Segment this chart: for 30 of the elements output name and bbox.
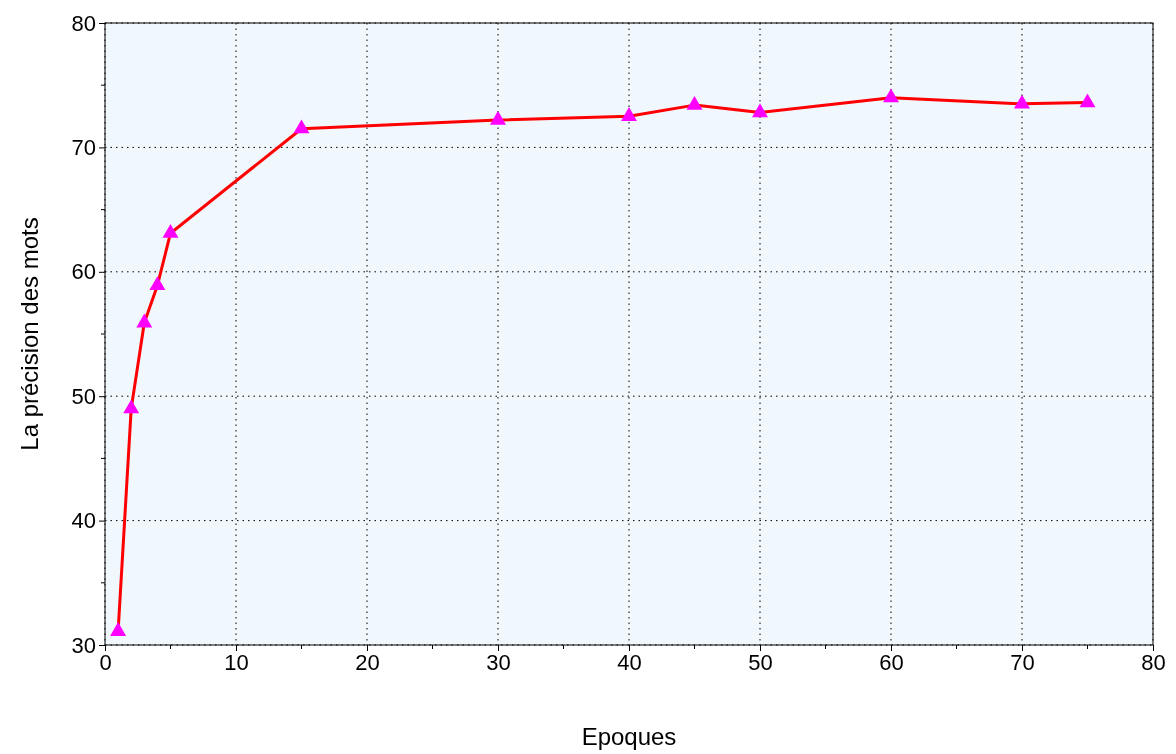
x-tick-label: 30	[486, 649, 511, 675]
point	[1079, 93, 1096, 108]
y-axis-title: La précision des mots	[16, 217, 43, 451]
x-tick-label: 80	[1141, 649, 1166, 675]
point	[752, 103, 768, 118]
point	[149, 276, 166, 291]
y-tick-label: 60	[71, 259, 96, 285]
point	[293, 119, 310, 134]
point	[110, 622, 127, 636]
point	[162, 224, 179, 238]
y-tick-label: 80	[71, 10, 96, 36]
x-tick-label: 40	[617, 649, 642, 675]
point	[621, 107, 637, 121]
x-axis-title: Epoques	[581, 723, 677, 750]
y-tick-label: 50	[71, 383, 96, 409]
point	[1014, 94, 1030, 109]
point	[123, 399, 140, 414]
x-tick-label: 0	[99, 649, 112, 675]
point	[686, 95, 703, 110]
x-tick-label: 60	[879, 649, 904, 675]
x-tick-label: 50	[748, 649, 773, 675]
y-tick-label: 70	[71, 134, 96, 160]
point	[490, 110, 506, 125]
x-tick-label: 70	[1010, 649, 1035, 675]
y-tick-label: 30	[71, 632, 96, 658]
x-tick-label: 10	[224, 649, 249, 675]
point	[136, 313, 153, 328]
y-tick-label: 40	[71, 508, 96, 534]
point	[883, 88, 899, 103]
x-tick-label: 20	[355, 649, 380, 675]
